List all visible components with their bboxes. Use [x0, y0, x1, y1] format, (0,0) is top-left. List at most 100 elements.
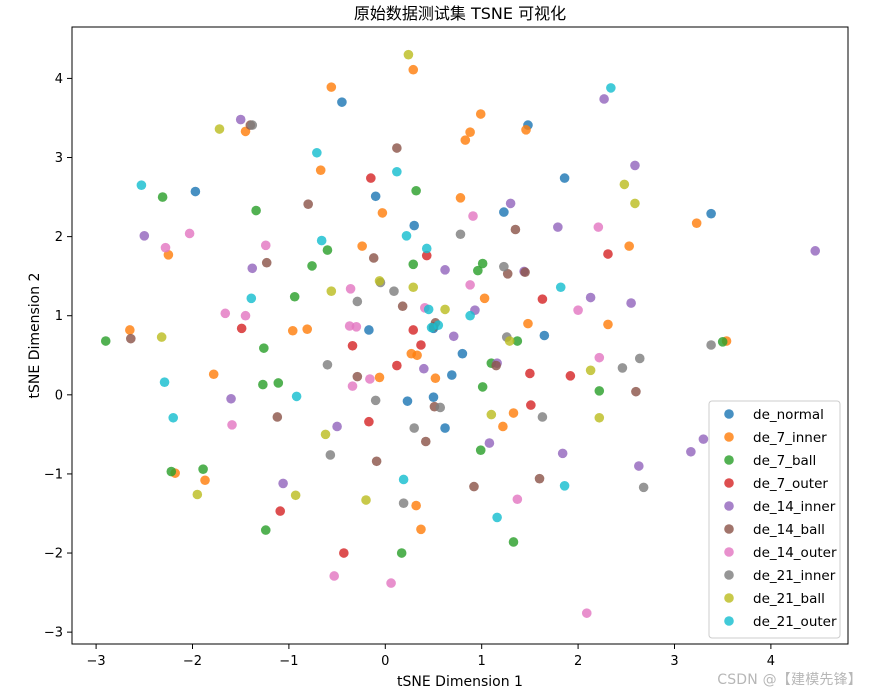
point-de_14_inner-5: [553, 222, 563, 232]
point-de_14_inner-0: [235, 114, 246, 125]
point-de_7_outer-5: [408, 325, 419, 335]
x-tick-label-7: 4: [767, 654, 775, 669]
y-tick-label-1: −2: [44, 547, 63, 562]
point-de_14_outer-16: [227, 420, 237, 430]
point-de_7_inner-24: [374, 372, 385, 383]
point-de_normal-4: [559, 173, 570, 183]
point-de_21_inner-10: [322, 359, 333, 370]
point-de_normal-7: [409, 220, 420, 231]
point-de_21_outer-2: [136, 180, 147, 191]
point-de_7_inner-22: [412, 350, 422, 361]
point-de_7_inner-14: [479, 293, 490, 304]
legend-marker-de_normal: [724, 409, 734, 419]
point-de_7_inner-2: [475, 109, 486, 119]
point-de_7_inner-5: [521, 125, 531, 135]
point-de_7_outer-9: [525, 368, 535, 379]
point-de_7_inner-23: [208, 369, 219, 380]
x-axis-label: tSNE Dimension 1: [397, 674, 523, 690]
point-de_21_inner-11: [370, 395, 381, 406]
point-de_7_inner-18: [523, 318, 533, 329]
point-de_14_ball-2: [303, 199, 313, 209]
x-tick-label-5: 2: [574, 654, 582, 669]
point-de_7_outer-13: [275, 506, 286, 516]
point-de_14_inner-10: [585, 292, 596, 303]
point-de_14_ball-19: [469, 481, 479, 492]
point-de_7_outer-8: [392, 360, 402, 371]
point-de_7_outer-2: [603, 249, 613, 259]
y-axis-label: tSNE Dimension 2: [27, 273, 43, 399]
point-de_7_ball-19: [166, 466, 177, 477]
point-de_21_ball-13: [320, 429, 331, 440]
point-de_21_ball-16: [361, 495, 371, 505]
point-de_7_inner-9: [377, 208, 388, 218]
point-de_14_inner-20: [686, 446, 696, 457]
point-de_normal-14: [447, 370, 457, 380]
point-de_21_ball-8: [156, 332, 167, 342]
point-de_14_ball-1: [392, 143, 402, 153]
point-de_7_ball-18: [475, 445, 486, 455]
point-de_7_ball-3: [322, 245, 333, 255]
point-de_14_outer-1: [260, 240, 271, 251]
point-de_14_inner-17: [332, 421, 342, 432]
point-de_21_ball-3: [630, 198, 640, 209]
point-de_21_inner-9: [617, 363, 628, 373]
point-de_21_inner-13: [409, 423, 420, 433]
point-de_14_outer-6: [220, 308, 231, 319]
point-de_21_outer-15: [168, 412, 179, 423]
point-de_7_inner-0: [326, 82, 337, 92]
legend-box: [708, 400, 841, 639]
point-de_14_ball-14: [631, 386, 641, 397]
point-de_7_outer-6: [416, 340, 426, 350]
legend-marker-de_14_inner: [724, 501, 734, 511]
point-de_14_ball-5: [261, 257, 272, 268]
x-tick-label-4: 1: [478, 654, 486, 669]
point-de_21_outer-3: [392, 166, 402, 177]
point-de_7_ball-5: [408, 259, 419, 270]
point-de_14_inner-2: [630, 160, 640, 171]
point-de_14_inner-18: [484, 438, 495, 448]
point-de_7_inner-16: [287, 325, 298, 336]
point-de_21_inner-17: [398, 498, 409, 508]
y-tick-label-0: −3: [44, 626, 63, 641]
point-de_7_ball-6: [473, 265, 483, 276]
point-de_14_ball-4: [368, 253, 379, 263]
point-de_7_ball-4: [477, 258, 488, 269]
point-de_7_outer-14: [339, 548, 349, 558]
point-de_21_ball-6: [440, 304, 450, 315]
point-de_21_ball-9: [504, 336, 515, 346]
y-tick-label-6: 3: [55, 151, 63, 166]
point-de_normal-10: [457, 348, 468, 359]
point-de_7_outer-12: [526, 400, 536, 410]
point-de_normal-15: [440, 423, 450, 433]
y-tick-label-4: 1: [55, 309, 63, 324]
point-de_14_outer-2: [160, 242, 171, 253]
legend-marker-de_7_inner: [724, 432, 734, 442]
point-de_7_inner-4: [460, 135, 471, 145]
point-de_14_outer-7: [240, 310, 251, 321]
point-de_21_inner-16: [638, 482, 649, 493]
point-de_21_outer-7: [246, 293, 257, 304]
point-de_7_ball-12: [259, 343, 269, 353]
point-de_7_ball-15: [273, 378, 284, 388]
point-de_21_outer-4: [316, 235, 327, 246]
point-de_7_ball-10: [512, 336, 523, 346]
point-de_21_ball-12: [594, 412, 605, 423]
legend-label-de_7_inner: de_7_inner: [753, 430, 827, 446]
legend-label-de_21_inner: de_21_inner: [753, 568, 836, 584]
point-de_7_inner-27: [498, 421, 508, 432]
point-de_7_inner-13: [691, 218, 702, 228]
point-de_7_inner-1: [408, 64, 419, 75]
point-de_7_inner-12: [624, 241, 634, 251]
point-de_7_inner-31: [416, 524, 426, 535]
legend-label-de_7_outer: de_7_outer: [753, 476, 828, 492]
point-de_normal-6: [706, 208, 716, 219]
point-de_7_outer-11: [364, 416, 374, 427]
point-de_14_outer-17: [512, 494, 523, 505]
point-de_14_ball-15: [272, 412, 283, 422]
point-de_21_inner-1: [352, 296, 363, 307]
point-de_normal-3: [370, 191, 381, 202]
x-tick-label-1: −2: [183, 654, 202, 669]
point-de_14_inner-22: [634, 461, 644, 471]
